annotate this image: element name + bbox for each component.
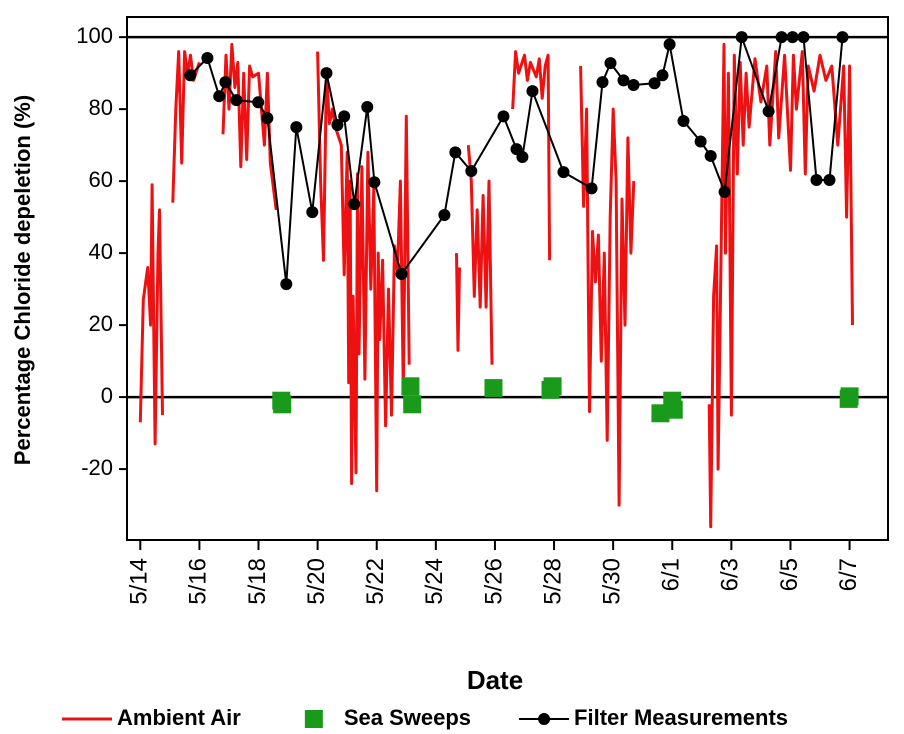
marker [694,135,707,148]
x-tick-label: 5/28 [539,558,566,605]
marker [213,90,226,103]
x-tick-label: 5/30 [598,558,625,605]
marker [401,377,420,396]
marker [664,400,683,419]
x-tick-label: 6/7 [835,558,862,591]
marker [348,198,361,211]
marker [840,387,859,406]
marker [252,96,265,109]
series-line [138,42,854,529]
marker [201,52,214,65]
marker [331,118,344,131]
marker [516,151,529,164]
x-tick-label: 6/3 [717,558,744,591]
x-tick-label: 5/14 [126,558,153,605]
legend-swatch [304,710,323,728]
legend-label: Filter Measurements [574,705,788,730]
y-tick-label: -20 [81,455,113,480]
marker [627,79,640,92]
marker [557,166,570,179]
plot-frame [126,16,889,541]
marker [261,112,274,125]
x-axis-title: Date [467,665,523,695]
x-tick-label: 5/22 [362,558,389,605]
marker [449,146,462,159]
marker [273,395,292,414]
marker [704,149,717,162]
marker [823,174,836,187]
marker [280,278,293,291]
marker [361,100,374,113]
marker [656,69,669,82]
marker [836,31,849,44]
x-tick-label: 6/5 [776,558,803,591]
marker [604,57,617,70]
marker [617,74,630,87]
marker [497,110,510,123]
marker [585,182,598,195]
marker [810,174,823,187]
marker [484,379,503,398]
y-tick-label: 80 [89,95,113,120]
marker [596,76,609,89]
y-tick-label: 20 [89,311,113,336]
marker [465,165,478,178]
marker [320,67,333,80]
y-tick-label: 40 [89,239,113,264]
marker [786,31,799,44]
y-tick-label: 60 [89,167,113,192]
legend-swatch [538,713,551,725]
x-tick-label: 5/20 [303,558,330,605]
legend-label: Sea Sweeps [344,705,471,730]
marker [775,31,788,44]
marker [526,85,539,98]
marker [735,31,748,44]
marker [219,76,232,89]
marker [306,206,319,219]
marker [438,208,451,221]
marker [338,110,351,123]
marker [230,94,243,107]
x-tick-label: 5/26 [480,558,507,605]
marker [663,38,676,51]
marker [543,377,562,396]
marker [403,395,422,414]
marker [797,31,810,44]
x-tick-label: 5/24 [421,558,448,605]
marker [368,176,381,189]
marker [677,115,690,128]
marker [290,121,303,134]
y-tick-label: 0 [101,383,113,408]
marker [395,268,408,281]
legend-label: Ambient Air [117,705,241,730]
y-tick-label: 100 [76,23,113,48]
x-tick-label: 5/18 [244,558,271,605]
marker [648,77,661,90]
marker [718,185,731,198]
y-axis-title: Percentage Chloride depeletion (%) [10,95,35,465]
x-tick-label: 5/16 [185,558,212,605]
x-tick-label: 6/1 [658,558,685,591]
marker [184,69,197,82]
marker [762,105,775,118]
